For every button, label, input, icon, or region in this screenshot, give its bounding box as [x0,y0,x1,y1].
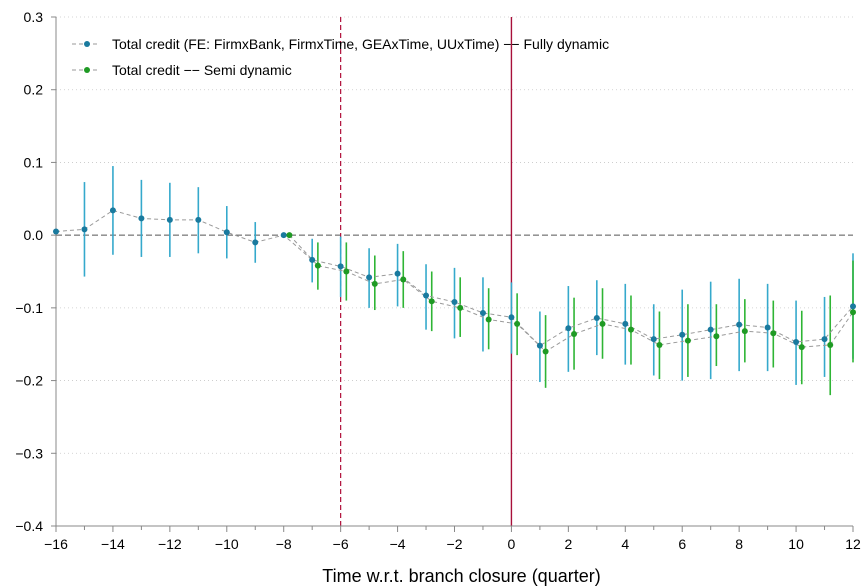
data-point [850,309,856,316]
confidence-intervals [83,166,854,396]
y-tick-label: −0.1 [15,300,43,316]
data-point [280,232,287,239]
x-tick-label: 2 [564,536,572,552]
data-point [457,304,464,311]
data-point [394,270,401,277]
data-point [536,342,543,349]
data-point [622,320,629,327]
x-tick-label: −4 [390,536,406,552]
legend: Total credit (FE: FirmxBank, FirmxTime, … [72,36,609,78]
grid-lines [56,16,853,454]
x-tick-label: −12 [158,536,182,552]
data-point [827,341,834,348]
data-point [793,339,800,346]
data-point [366,274,373,281]
data-point [565,325,572,332]
x-tick-label: −2 [447,536,463,552]
data-points [53,207,856,355]
x-tick-label: −6 [333,536,349,552]
x-tick-label: −8 [276,536,292,552]
data-point [627,326,634,333]
data-point [764,324,771,331]
x-axis-title: Time w.r.t. branch closure (quarter) [322,566,600,586]
reference-lines [56,17,853,526]
legend-marker [84,41,90,47]
series-lines [55,209,854,353]
data-point [423,292,430,299]
data-point [684,337,691,344]
x-tick-label: 4 [621,536,629,552]
data-point [428,298,435,305]
data-point [736,321,743,328]
x-tick-label: 10 [788,536,804,552]
data-point [451,299,458,306]
data-point [593,315,600,322]
tick-labels: −0.4 −0.3 −0.2 −0.1 0.0 0.1 0.2 0.3 −16 −14 −12 −10… [15,9,861,552]
data-point [223,229,230,236]
data-point [821,336,828,343]
data-point [770,330,777,337]
x-tick-label: −16 [44,536,68,552]
series-line [55,209,854,347]
data-point [138,215,145,222]
x-tick-label: −14 [101,536,125,552]
data-point [252,239,259,246]
y-tick-label: 0.0 [24,227,44,243]
data-point [542,348,549,355]
axes [51,16,854,532]
data-point [400,276,407,283]
data-point [571,331,578,338]
data-point [337,263,344,270]
data-point [707,326,714,333]
data-point [479,309,486,316]
legend-marker [84,67,90,73]
x-tick-label: −10 [215,536,239,552]
data-point [286,232,293,239]
x-tick-label: 0 [508,536,516,552]
data-point [508,314,515,321]
x-tick-label: 12 [845,536,861,552]
y-tick-label: −0.3 [15,445,43,461]
data-point [81,226,88,233]
data-point [485,316,492,323]
data-point [109,207,116,214]
series-line [289,234,854,353]
data-point [309,256,316,263]
legend-label: Total credit (FE: FirmxBank, FirmxTime, … [112,36,609,52]
x-tick-label: 8 [735,536,743,552]
data-point [343,268,350,275]
data-point [599,320,606,327]
legend-label: Total credit −− Semi dynamic [112,62,292,78]
data-point [713,333,720,340]
data-point [679,331,686,338]
data-point [371,280,378,287]
data-point [656,341,663,348]
y-tick-label: 0.3 [24,9,44,25]
x-tick-label: 6 [678,536,686,552]
data-point [650,336,657,343]
y-tick-label: −0.2 [15,373,43,389]
data-point [314,262,321,269]
data-point [53,228,59,235]
data-point [741,328,748,335]
y-tick-label: 0.2 [24,82,44,98]
data-point [850,303,856,310]
y-tick-label: 0.1 [24,154,44,170]
data-point [514,320,521,327]
data-point [166,216,173,223]
data-point [798,344,805,351]
y-tick-label: −0.4 [15,518,43,534]
data-point [195,216,202,223]
